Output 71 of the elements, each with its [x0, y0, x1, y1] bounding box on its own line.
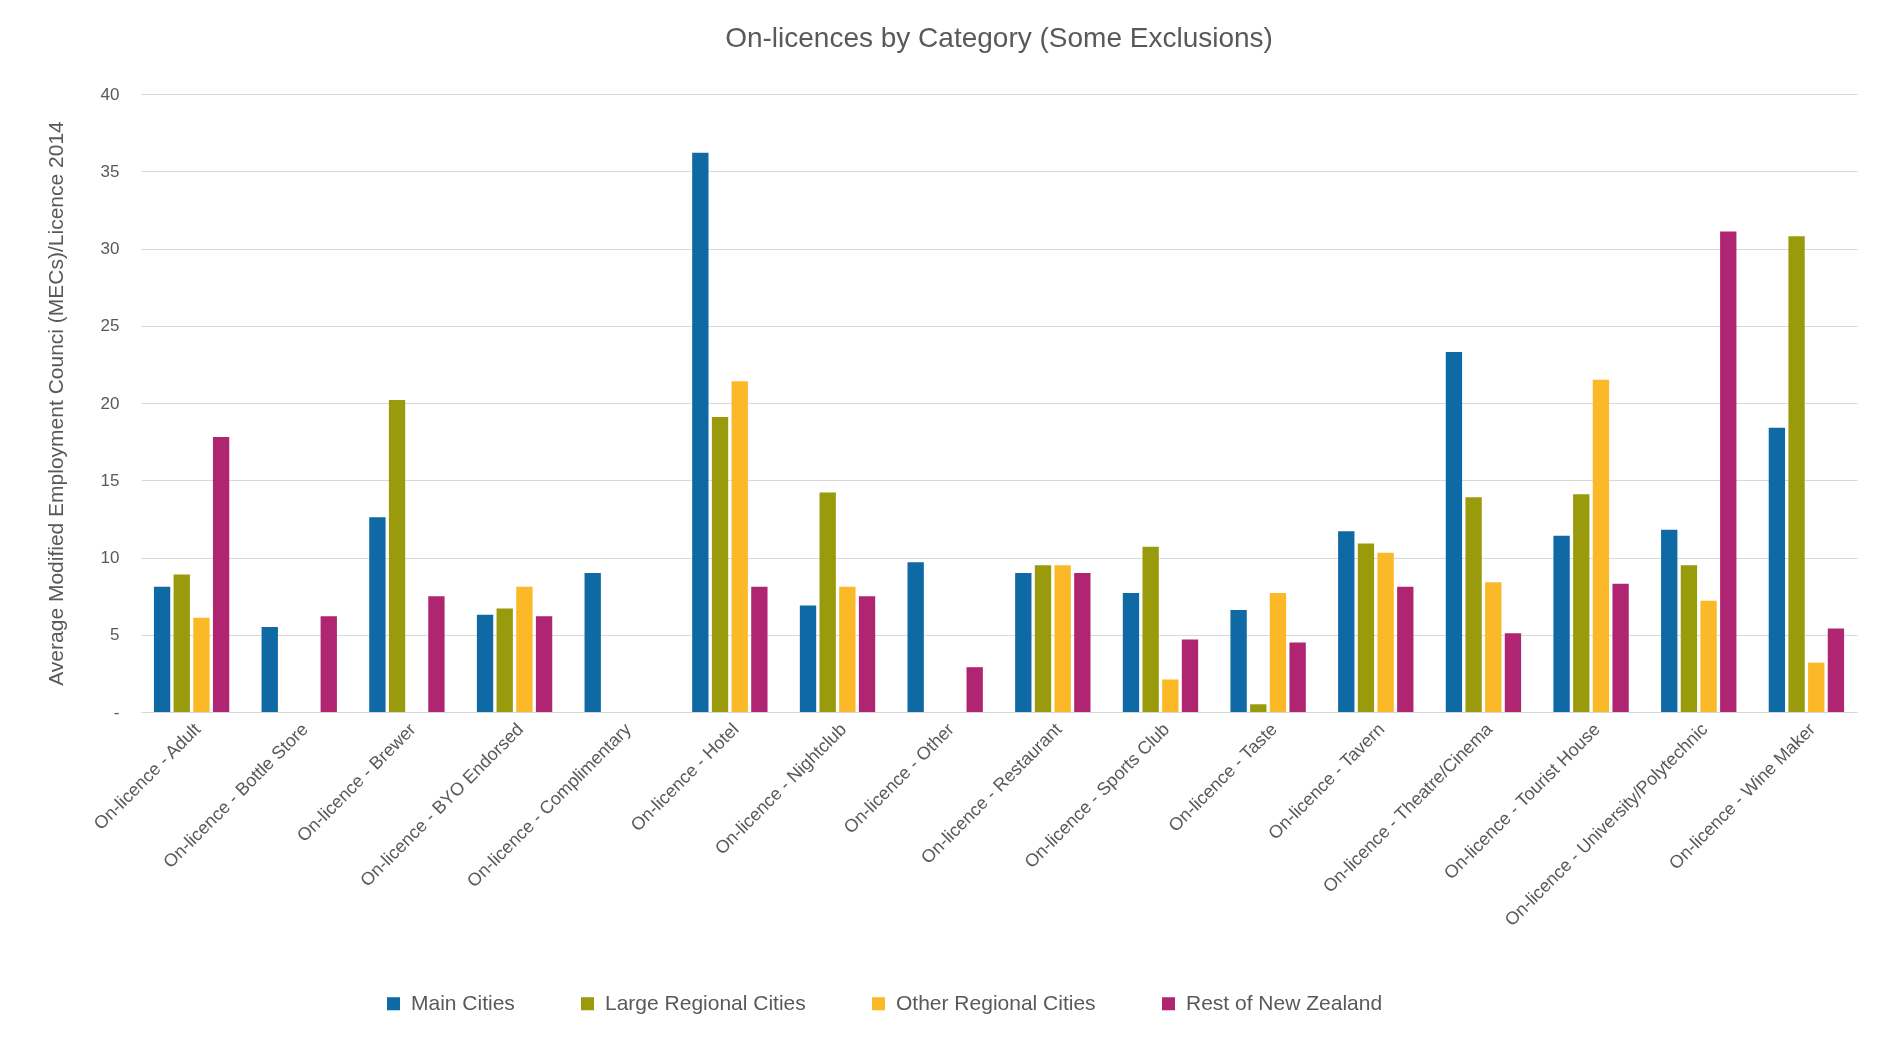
- bar: [1269, 593, 1287, 712]
- bar: [496, 608, 513, 712]
- bar: [1768, 427, 1786, 712]
- bar: [1015, 572, 1032, 712]
- bar: [907, 562, 924, 712]
- bar: [1680, 565, 1698, 712]
- bar: [1720, 231, 1737, 712]
- bar: [1230, 610, 1247, 712]
- bar: [1142, 546, 1159, 712]
- bar: [1162, 679, 1179, 712]
- y-tick-label: 35: [100, 161, 120, 181]
- legend-label: Main Cities: [411, 990, 515, 1014]
- bar: [1445, 352, 1463, 712]
- bar: [1465, 497, 1482, 712]
- bar: [193, 617, 210, 712]
- bar: [1357, 543, 1375, 712]
- y-tick-label: 25: [100, 316, 120, 336]
- bar: [1034, 565, 1052, 712]
- legend-label: Large Regional Cities: [605, 990, 806, 1014]
- bar: [711, 416, 729, 712]
- y-axis-title: Average Modified Employment Counci (MECs)/Licence 2014: [43, 120, 67, 686]
- bar: [320, 616, 337, 712]
- bar: [731, 381, 748, 712]
- legend-label: Rest of New Zealand: [1186, 990, 1383, 1014]
- bar: [153, 586, 171, 712]
- legend-label: Other Regional Cities: [896, 990, 1096, 1014]
- bar: [212, 436, 230, 712]
- bar: [173, 574, 190, 712]
- bar: [1397, 586, 1414, 712]
- bar: [1661, 529, 1678, 712]
- bar: [1122, 593, 1140, 712]
- bar: [1485, 582, 1502, 712]
- bar: [1700, 600, 1717, 712]
- bar: [858, 596, 876, 712]
- bar: [584, 572, 601, 712]
- bar: [388, 399, 406, 712]
- bar: [476, 614, 494, 712]
- y-tick-label: 20: [100, 393, 120, 413]
- y-tick-label: 40: [100, 84, 120, 104]
- bar: [1573, 494, 1590, 712]
- bar: [1788, 236, 1805, 712]
- bar: [369, 517, 386, 712]
- bar: [966, 667, 983, 712]
- bar: [516, 586, 533, 712]
- bar: [1553, 535, 1570, 712]
- y-tick-label: 15: [100, 470, 120, 490]
- bar: [1054, 565, 1071, 712]
- bar: [535, 616, 553, 712]
- bar: [1827, 628, 1845, 712]
- bar: [261, 627, 278, 712]
- bar: [839, 586, 856, 712]
- chart-title: On-licences by Category (Some Exclusions): [725, 22, 1273, 53]
- bar: [1181, 639, 1199, 712]
- bar: [819, 492, 836, 712]
- y-tick-label: 5: [110, 625, 120, 645]
- bar: [1250, 704, 1267, 712]
- bar: [1808, 662, 1825, 712]
- y-tick-label: 30: [100, 239, 120, 258]
- bar: [799, 605, 817, 712]
- bar: [1289, 642, 1306, 712]
- bar: [1592, 379, 1610, 712]
- y-tick-label: -: [113, 702, 120, 722]
- bar: [1612, 583, 1629, 712]
- bar: [692, 152, 709, 712]
- bar: [1377, 552, 1394, 712]
- y-tick-label: 10: [100, 548, 120, 567]
- bar: [1338, 531, 1355, 712]
- bar: [428, 596, 445, 712]
- bar: [1074, 572, 1091, 712]
- bar: [1504, 633, 1522, 712]
- bar: [751, 586, 768, 712]
